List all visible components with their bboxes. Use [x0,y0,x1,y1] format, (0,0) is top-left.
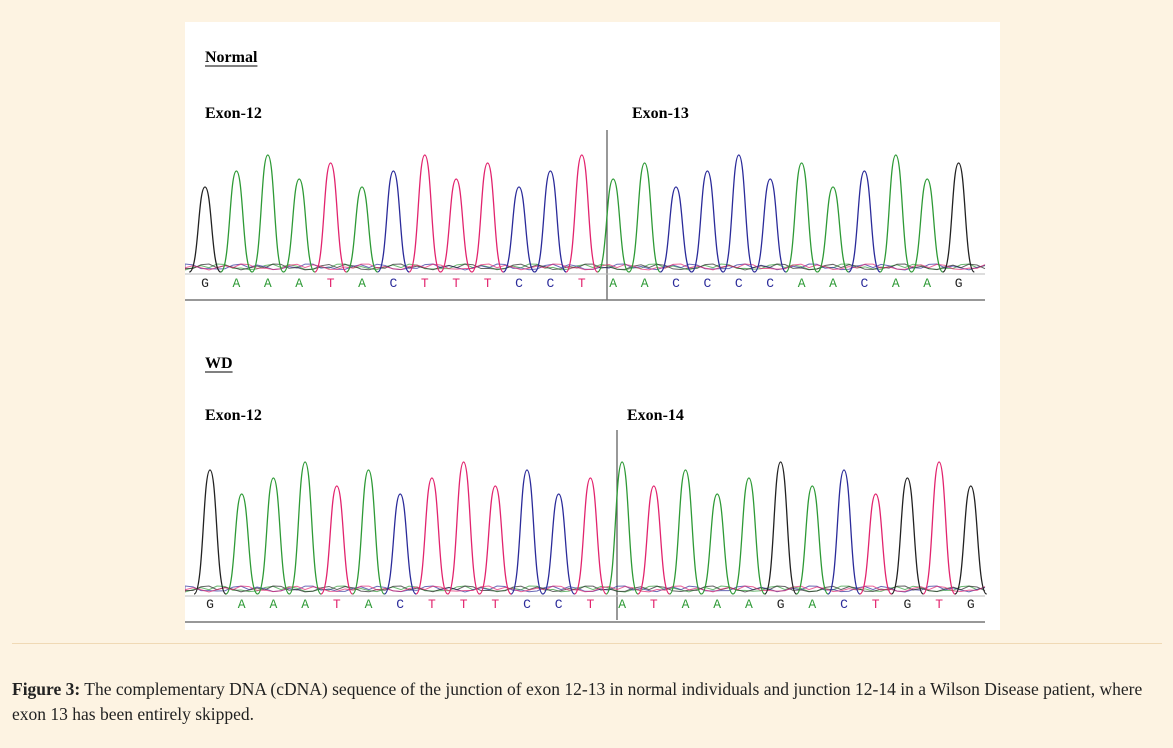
base-letter: T [460,597,468,612]
base-letter: A [618,597,626,612]
base-letter: T [586,597,594,612]
base-letter: A [798,276,806,291]
base-letter: C [703,276,711,291]
base-letter: A [713,597,721,612]
base-letter: G [777,597,785,612]
base-letter: T [491,597,499,612]
base-letter: C [860,276,868,291]
base-letter: T [452,276,460,291]
base-letter: A [301,597,309,612]
base-letter: A [923,276,931,291]
base-letter: C [523,597,531,612]
exon-label: Exon-12 [205,407,262,424]
base-letter: A [829,276,837,291]
base-letter: T [428,597,436,612]
panel-title: Normal [205,49,258,66]
base-letter: A [641,276,649,291]
exon-label: Exon-14 [627,407,684,424]
base-letter: A [609,276,617,291]
caption-label: Figure 3: [12,679,80,699]
base-letter: A [682,597,690,612]
base-letter: G [955,276,963,291]
base-letter: C [396,597,404,612]
base-letter: G [201,276,209,291]
base-letter: G [206,597,214,612]
base-letter: A [295,276,303,291]
base-letter: T [327,276,335,291]
base-letter: C [515,276,523,291]
figure-bg [185,22,1000,630]
base-letter: C [555,597,563,612]
caption: Figure 3: The complementary DNA (cDNA) s… [12,643,1162,727]
base-letter: T [333,597,341,612]
exon-label: Exon-12 [205,105,262,122]
figure: Normal Exon-12 Exon-13 G A A A T A C T T T C C T A A C C C C A… [185,22,1000,630]
base-letter: A [269,597,277,612]
base-letter: A [808,597,816,612]
base-letter: A [745,597,753,612]
base-letter: A [365,597,373,612]
base-letter: T [935,597,943,612]
base-letter: C [766,276,774,291]
base-letter: A [358,276,366,291]
panel-title: WD [205,355,233,372]
base-letter: C [389,276,397,291]
exon-label: Exon-13 [632,105,689,122]
base-letter: T [578,276,586,291]
base-letter: C [672,276,680,291]
base-letter: T [872,597,880,612]
base-letter: A [238,597,246,612]
base-letter: T [421,276,429,291]
base-letter: A [264,276,272,291]
base-letter: A [232,276,240,291]
base-letter: C [546,276,554,291]
base-letter: G [967,597,975,612]
page: Normal Exon-12 Exon-13 G A A A T A C T T T C C T A A C C C C A… [0,0,1173,748]
base-letter: T [484,276,492,291]
base-letter: C [840,597,848,612]
base-letter: A [892,276,900,291]
base-letter: T [650,597,658,612]
base-letter: C [735,276,743,291]
base-letter: G [903,597,911,612]
caption-text: The complementary DNA (cDNA) sequence of… [12,679,1142,724]
